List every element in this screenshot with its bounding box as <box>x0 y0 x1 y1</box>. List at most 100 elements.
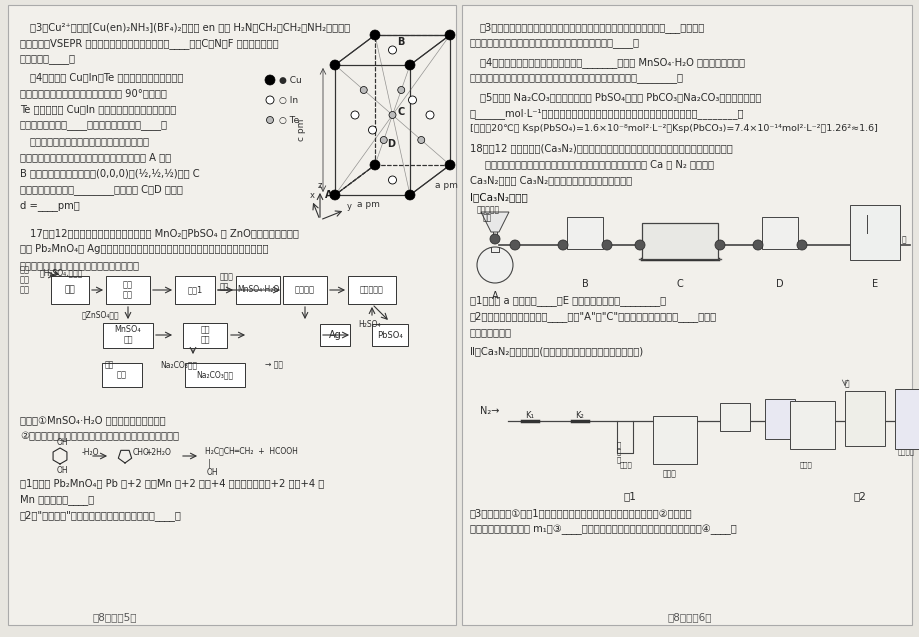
Text: （3）实际锰浸出最适宜的葡萄糖加入量远大于理论加入量，其原因是___，为提高: （3）实际锰浸出最适宜的葡萄糖加入量远大于理论加入量，其原因是___，为提高 <box>480 22 705 33</box>
Text: 还原
酸浸: 还原 酸浸 <box>123 280 133 299</box>
Bar <box>320 324 349 346</box>
Text: Na₂CO₃溶液: Na₂CO₃溶液 <box>197 371 233 380</box>
Text: 物分子中，VSEPR 模型为四面体的非金属原子共有____个；C、N、F 的电负性由大到: 物分子中，VSEPR 模型为四面体的非金属原子共有____个；C、N、F 的电负… <box>20 38 278 49</box>
Circle shape <box>509 240 519 250</box>
Circle shape <box>267 117 273 124</box>
Text: 溶液: 溶液 <box>484 271 493 278</box>
Text: Ca₃N₂，并对 Ca₃N₂纯度进行测定，回答下列问题：: Ca₃N₂，并对 Ca₃N₂纯度进行测定，回答下列问题： <box>470 175 631 185</box>
Text: 稀酸
标准溶液: 稀酸 标准溶液 <box>897 441 914 455</box>
Circle shape <box>369 30 380 40</box>
Bar <box>789 401 834 449</box>
Text: 另一处酒精灯。: 另一处酒精灯。 <box>470 327 512 337</box>
Text: c pm: c pm <box>297 119 306 141</box>
Text: 水: 水 <box>901 235 905 244</box>
Text: z: z <box>318 181 322 190</box>
Text: C: C <box>675 279 683 289</box>
Text: 水: 水 <box>869 220 874 229</box>
Text: 点原子的分数坐标为________；晶胞中 C、D 间距离: 点原子的分数坐标为________；晶胞中 C、D 间距离 <box>20 184 183 195</box>
Text: 共8页，第6页: 共8页，第6页 <box>667 612 711 622</box>
Text: OH: OH <box>57 466 69 475</box>
Text: 以晶胞参数为单位长度建立的坐标系可以表示: 以晶胞参数为单位长度建立的坐标系可以表示 <box>30 136 150 146</box>
Bar <box>102 363 142 387</box>
Bar <box>652 416 697 464</box>
Text: 碱石灰: 碱石灰 <box>849 401 862 408</box>
Circle shape <box>360 87 367 94</box>
Text: |: | <box>208 459 210 468</box>
Bar <box>236 276 279 304</box>
Text: 浓硫酸: 浓硫酸 <box>619 461 632 468</box>
Circle shape <box>445 30 455 40</box>
Text: 是指蒸发结晶、趁热过滤、洗涤、干燥，其中洗涤的具体操作是________。: 是指蒸发结晶、趁热过滤、洗涤、干燥，其中洗涤的具体操作是________。 <box>470 73 683 83</box>
Text: 含ZnSO₄溶液: 含ZnSO₄溶液 <box>82 310 119 319</box>
Text: （5）加入 Na₂CO₃溶液的目的是将 PbSO₄转化为 PbCO₃，Na₂CO₃溶液的最小浓度: （5）加入 Na₂CO₃溶液的目的是将 PbSO₄转化为 PbCO₃，Na₂CO… <box>480 92 761 102</box>
Bar <box>461 5 911 625</box>
Text: 产品: 产品 <box>800 419 808 426</box>
Circle shape <box>351 111 358 119</box>
Text: N₂→: N₂→ <box>480 406 499 416</box>
Text: 6.0g: 6.0g <box>767 406 783 412</box>
Text: （2）实验开始时应首先点燃____（填"A"或"C"）处酒精灯，当观察到____时点燃: （2）实验开始时应首先点燃____（填"A"或"C"）处酒精灯，当观察到____… <box>470 311 716 322</box>
Text: 溶液: 溶液 <box>482 213 492 222</box>
Text: （4）一种由 Cu、In、Te 组成的晶体属四方晶系，: （4）一种由 Cu、In、Te 组成的晶体属四方晶系， <box>30 72 183 82</box>
Text: 锌、锰、铅和银的工艺如下，回答下列问题：: 锌、锰、铅和银的工艺如下，回答下列问题： <box>20 260 140 270</box>
Text: 产品: 产品 <box>663 441 672 450</box>
Text: y: y <box>346 202 352 211</box>
Bar <box>175 276 215 304</box>
Text: 化物 Pb₂MnO₄和 Ag）是冶锌过程中产生的废液，一种回收锌电解阳极泥中金属元素: 化物 Pb₂MnO₄和 Ag）是冶锌过程中产生的废液，一种回收锌电解阳极泥中金属… <box>20 244 268 254</box>
Text: B: B <box>397 37 404 47</box>
Text: ○ Te: ○ Te <box>278 117 299 125</box>
Text: 碱石灰: 碱石灰 <box>663 469 676 478</box>
Bar <box>894 389 919 449</box>
Circle shape <box>389 111 395 118</box>
Circle shape <box>330 190 340 200</box>
Text: 酸沉
浓缩: 酸沉 浓缩 <box>200 326 210 345</box>
Text: 水: 水 <box>797 403 801 412</box>
Text: K₂: K₂ <box>574 411 584 420</box>
Text: A: A <box>324 190 332 200</box>
Text: 亚硝酸钠: 亚硝酸钠 <box>482 262 499 269</box>
Text: Te 原子填充在 Cu、In 形成的四面体空隙中，则四面: Te 原子填充在 Cu、In 形成的四面体空隙中，则四面 <box>20 104 176 114</box>
Text: OH: OH <box>207 468 219 477</box>
Circle shape <box>425 111 434 119</box>
Circle shape <box>445 160 455 170</box>
Circle shape <box>265 75 275 85</box>
Text: 醋酸铅溶液: 醋酸铅溶液 <box>359 285 383 294</box>
Circle shape <box>490 234 499 244</box>
Text: 遇水强烈水解，产生刺激性气味气体，实验室设计如下装置用 Ca 与 N₂ 反应制备: 遇水强烈水解，产生刺激性气味气体，实验室设计如下装置用 Ca 与 N₂ 反应制备 <box>484 159 713 169</box>
Text: Ag: Ag <box>328 330 341 340</box>
Text: [已知：20℃时 Ksp(PbSO₄)=1.6×10⁻⁸mol²·L⁻²，Ksp(PbCO₃)=7.4×10⁻¹⁴mol²·L⁻²，1.26²≈1.6]: [已知：20℃时 Ksp(PbSO₄)=1.6×10⁻⁸mol²·L⁻²，Ksp… <box>470 124 877 133</box>
Text: Mn 的个数比为____。: Mn 的个数比为____。 <box>20 494 94 505</box>
Text: 晶胞参数如图所示，晶胞棱边夹角均为 90°，晶体中: 晶胞参数如图所示，晶胞棱边夹角均为 90°，晶体中 <box>20 88 166 98</box>
Text: E: E <box>871 279 877 289</box>
Text: ○ In: ○ In <box>278 96 298 106</box>
Bar <box>371 324 407 346</box>
Text: CHO: CHO <box>133 448 150 457</box>
Text: B: B <box>581 279 588 289</box>
Text: 晶胞中各原子的位置，称为原子的分数坐标，如 A 点、: 晶胞中各原子的位置，称为原子的分数坐标，如 A 点、 <box>20 152 171 162</box>
Text: x: x <box>310 191 314 200</box>
Text: 图1: 图1 <box>623 491 636 501</box>
Bar <box>183 322 227 348</box>
Bar <box>765 399 794 439</box>
Text: MnSO₄
溶液: MnSO₄ 溶液 <box>115 326 142 345</box>
Text: A: A <box>491 291 498 301</box>
Text: Ⅰ．Ca₃N₂的制备: Ⅰ．Ca₃N₂的制备 <box>470 192 528 202</box>
Text: Na₂CO₃溶液: Na₂CO₃溶液 <box>160 360 197 369</box>
Bar <box>761 217 797 249</box>
Circle shape <box>266 96 274 104</box>
Text: 为______mol·L⁻¹（保留两位小数），判断沉淀转化能否彻底进行并说明理由________。: 为______mol·L⁻¹（保留两位小数），判断沉淀转化能否彻底进行并说明理由… <box>470 108 743 119</box>
Circle shape <box>417 136 425 143</box>
Circle shape <box>634 240 644 250</box>
Text: 浓
硫
酸: 浓 硫 酸 <box>617 441 620 463</box>
Text: 醋酸浸银: 醋酸浸银 <box>295 285 314 294</box>
Text: 碱石灰: 碱石灰 <box>800 461 811 468</box>
Bar <box>283 276 326 304</box>
Circle shape <box>388 176 396 184</box>
Text: 饱和氯化镁: 饱和氯化镁 <box>476 205 500 214</box>
Text: N₂→: N₂→ <box>794 406 813 416</box>
Text: MnSO₄·H₂O: MnSO₄·H₂O <box>236 285 278 294</box>
Text: 葡萄糖的有效利用率，除充分搅拌外还可采取的措施为____。: 葡萄糖的有效利用率，除充分搅拌外还可采取的措施为____。 <box>470 38 640 48</box>
Text: 稀H₂SO₄,葡萄糖: 稀H₂SO₄,葡萄糖 <box>40 268 84 277</box>
Text: D: D <box>387 139 395 149</box>
Text: 酸浸: 酸浸 <box>64 285 75 294</box>
